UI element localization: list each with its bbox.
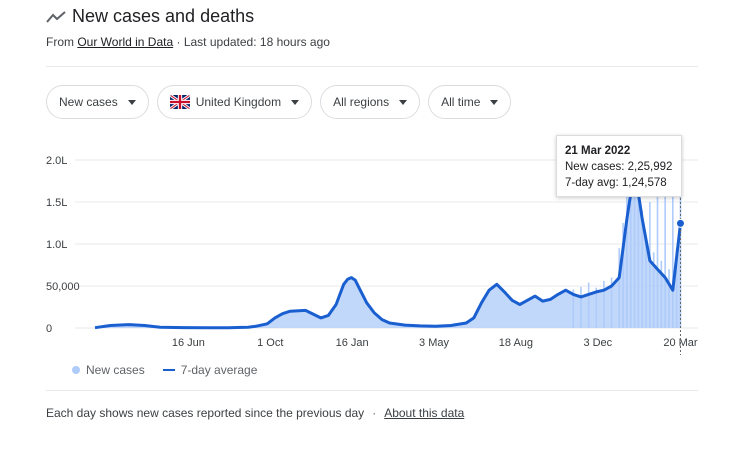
new-cases-bar: [672, 194, 674, 328]
x-tick-label: 16 Jan: [336, 337, 369, 349]
legend-new-cases: New cases: [86, 363, 145, 377]
legend-avg: 7-day average: [181, 363, 258, 377]
chart-header: New cases and deaths: [46, 6, 254, 27]
tooltip-date: 21 Mar 2022: [565, 143, 673, 159]
new-cases-bar: [603, 281, 605, 328]
chart-tooltip: 21 Mar 2022 New cases: 2,25,992 7-day av…: [556, 135, 682, 197]
avg-legend-marker: [163, 369, 175, 371]
footer: Each day shows new cases reported since …: [46, 406, 464, 420]
trending-up-icon: [46, 10, 66, 24]
chevron-down-icon: [399, 100, 407, 105]
chevron-down-icon: [490, 100, 498, 105]
source-link[interactable]: Our World in Data: [77, 35, 173, 49]
new-cases-legend-marker: [72, 366, 80, 374]
x-tick-label: 1 Oct: [257, 337, 283, 349]
time-range-dropdown[interactable]: All time: [428, 85, 511, 119]
new-cases-bar: [595, 288, 597, 328]
hover-point: [676, 219, 684, 227]
last-updated: · Last updated: 18 hours ago: [177, 35, 330, 49]
tooltip-new-cases: New cases: 2,25,992: [565, 159, 673, 175]
new-cases-bar: [580, 287, 582, 328]
chart-legend: New cases 7-day average: [72, 363, 257, 377]
x-tick-label: 16 Jun: [172, 337, 205, 349]
metric-dropdown-label: New cases: [59, 95, 118, 109]
chevron-down-icon: [128, 100, 136, 105]
filter-bar: New cases United Kingdom All regions All…: [46, 85, 511, 119]
country-dropdown-label: United Kingdom: [196, 95, 281, 109]
source-line: From Our World in Data · Last updated: 1…: [46, 35, 330, 49]
y-tick-label: 1.0L: [46, 239, 67, 251]
new-cases-bar: [657, 189, 659, 328]
about-data-link[interactable]: About this data: [384, 406, 464, 420]
footer-note: Each day shows new cases reported since …: [46, 406, 364, 420]
new-cases-bar: [588, 283, 590, 328]
page-title: New cases and deaths: [72, 6, 254, 27]
uk-flag-icon: [170, 95, 190, 109]
region-dropdown-label: All regions: [333, 95, 389, 109]
time-range-dropdown-label: All time: [441, 95, 480, 109]
y-tick-label: 1.5L: [46, 197, 67, 209]
new-cases-bar: [668, 269, 670, 328]
new-cases-bar: [618, 248, 620, 328]
divider-bottom: [46, 390, 698, 391]
y-tick-label: 2.0L: [46, 155, 67, 167]
x-tick-label: 3 Dec: [583, 337, 612, 349]
new-cases-bar: [649, 202, 651, 328]
divider-top: [46, 66, 698, 67]
tooltip-avg: 7-day avg: 1,24,578: [565, 175, 673, 191]
x-tick-label: 18 Aug: [499, 337, 533, 349]
country-dropdown[interactable]: United Kingdom: [157, 85, 312, 119]
source-prefix: From: [46, 35, 77, 49]
y-tick-label: 50,000: [46, 281, 80, 293]
region-dropdown[interactable]: All regions: [320, 85, 420, 119]
x-tick-label: 3 May: [419, 337, 449, 349]
chevron-down-icon: [291, 100, 299, 105]
metric-dropdown[interactable]: New cases: [46, 85, 149, 119]
y-tick-label: 0: [46, 323, 52, 335]
